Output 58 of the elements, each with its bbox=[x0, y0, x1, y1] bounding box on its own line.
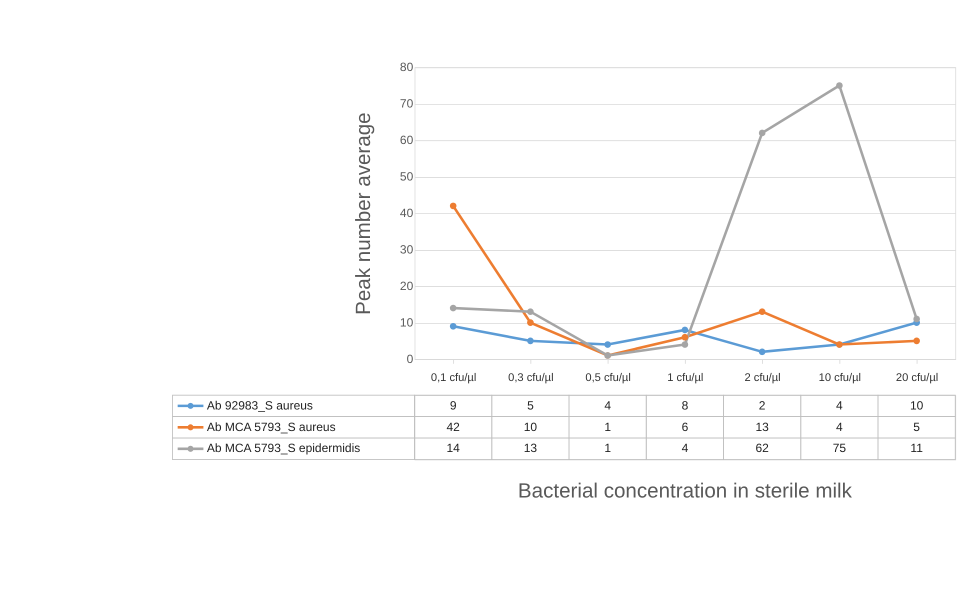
data-label: 5 bbox=[913, 420, 920, 434]
data-label: 14 bbox=[446, 441, 460, 456]
data-label: 4 bbox=[836, 398, 844, 412]
y-tick-label: 10 bbox=[400, 315, 414, 330]
y-tick-label: 20 bbox=[400, 279, 414, 294]
y-tick-label: 60 bbox=[400, 133, 414, 148]
point bbox=[604, 341, 611, 348]
data-label: 13 bbox=[524, 441, 538, 456]
data-label: 62 bbox=[755, 441, 770, 456]
x-tick-label: 10 cfu/µl bbox=[818, 372, 861, 384]
point bbox=[682, 326, 688, 334]
data-label: 11 bbox=[910, 441, 924, 456]
data-label: 9 bbox=[450, 398, 457, 412]
y-tick-label: 30 bbox=[400, 242, 414, 257]
y-axis-title: Peak number average bbox=[352, 112, 375, 315]
y-tick-label: 0 bbox=[406, 352, 414, 366]
legend-label: Ab MCA 5793_S aureus bbox=[206, 420, 336, 434]
point bbox=[450, 322, 456, 330]
data-label: 6 bbox=[682, 420, 689, 434]
point bbox=[527, 338, 534, 344]
data-label: 1 bbox=[604, 441, 612, 456]
data-label: 1 bbox=[604, 420, 612, 434]
x-tick-label: 0,5 cfu/µl bbox=[585, 372, 631, 384]
y-tick-label: 40 bbox=[400, 206, 414, 220]
point bbox=[682, 334, 688, 341]
data-label: 5 bbox=[527, 398, 534, 412]
x-tick-label: 0,1 cfu/µl bbox=[430, 372, 476, 384]
y-tick-label: 80 bbox=[400, 60, 414, 74]
point bbox=[682, 341, 688, 348]
point bbox=[527, 308, 534, 316]
x-tick-label: 1 cfu/µl bbox=[667, 372, 704, 384]
point bbox=[913, 338, 920, 344]
y-tick-label: 70 bbox=[400, 96, 414, 111]
point bbox=[527, 319, 534, 326]
legend-label: Ab MCA 5793_S epidermidis bbox=[206, 441, 360, 456]
data-label: 2 bbox=[758, 398, 766, 412]
data-label: 8 bbox=[682, 398, 689, 412]
point bbox=[913, 316, 920, 322]
point bbox=[758, 308, 766, 316]
x-tick-label: 20 cfu/µl bbox=[896, 372, 938, 384]
data-label: 10 bbox=[524, 420, 538, 434]
data-label: 4 bbox=[682, 441, 689, 456]
x-tick-label: 0,3 cfu/µl bbox=[508, 372, 554, 384]
point bbox=[450, 304, 456, 312]
point bbox=[758, 130, 766, 136]
y-tick-label: 50 bbox=[400, 170, 414, 184]
data-label: 75 bbox=[832, 441, 846, 456]
point bbox=[836, 82, 843, 89]
point bbox=[450, 202, 456, 210]
data-label: 4 bbox=[836, 420, 844, 434]
data-label: 13 bbox=[755, 420, 770, 434]
data-label: 4 bbox=[604, 398, 612, 412]
x-tick-label: 2 cfu/µl bbox=[744, 372, 781, 384]
point bbox=[758, 348, 766, 356]
legend-label: Ab 92983_S aureus bbox=[206, 398, 313, 412]
x-axis-title: Bacterial concentration in sterile milk bbox=[518, 480, 853, 503]
data-label: 10 bbox=[910, 398, 924, 412]
data-label: 42 bbox=[446, 420, 460, 434]
